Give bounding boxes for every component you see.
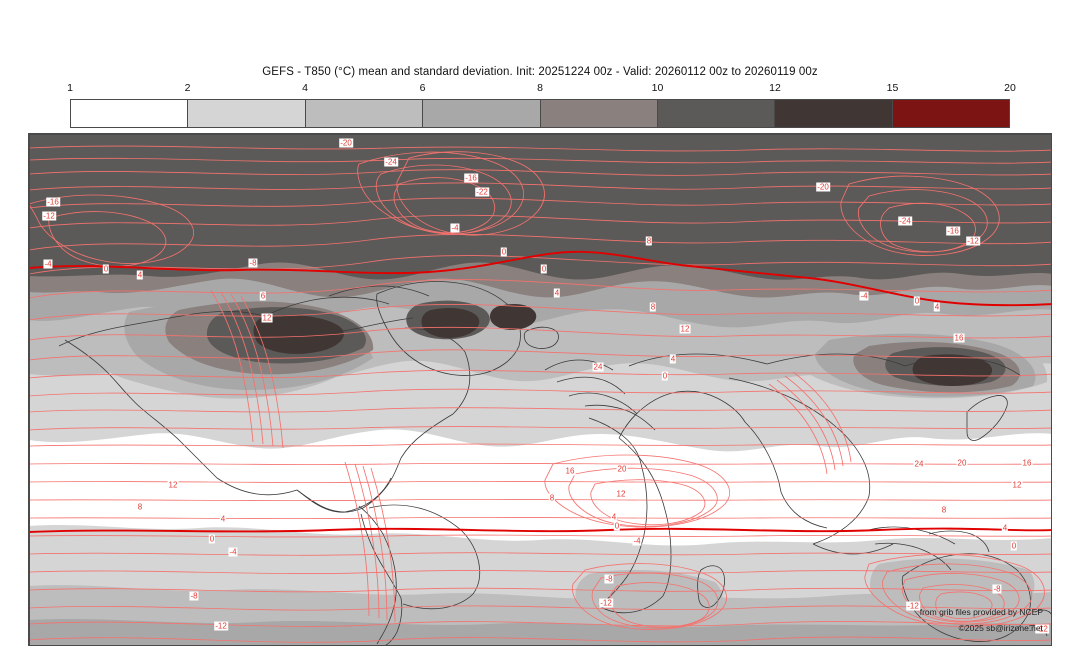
contour-label: 8 (548, 493, 556, 503)
page-title: GEFS - T850 (°C) mean and standard devia… (262, 66, 818, 78)
contour-label: 4 (219, 514, 227, 524)
contour-label: 4 (933, 302, 941, 312)
colorbar-tick-8: 8 (537, 82, 543, 94)
contour-label: -8 (992, 584, 1002, 594)
contour-label: 6 (259, 291, 267, 301)
contour-label: -8 (189, 591, 199, 601)
colorbar-tick-4: 4 (302, 82, 308, 94)
colorbar-band-6 (656, 100, 775, 127)
contour-label: 4 (553, 288, 561, 298)
colorbar-tick-6: 6 (419, 82, 426, 94)
contour-label: -4 (632, 536, 642, 546)
contour-label: -12 (1035, 624, 1049, 634)
colorbar-band-5 (539, 100, 657, 127)
contour-label: 0 (208, 534, 216, 544)
colorbar-band-3 (304, 100, 423, 127)
contour-label: -24 (384, 157, 398, 167)
map-panel[interactable]: -16 -12 -4 0 4 -20 -24 -16 -22 -4 0 -8 6 12 8 0 4 8 12 -20-… (28, 133, 1052, 646)
contour-label: -4 (450, 223, 460, 233)
contour-label: 16 (1021, 458, 1033, 468)
colorbar-band-7 (774, 100, 892, 127)
contour-label: -12 (599, 598, 613, 608)
contour-label: 12 (167, 480, 179, 490)
contour-label: 16 (953, 333, 965, 343)
contour-label: 20 (956, 458, 968, 468)
contour-label: -8 (604, 574, 614, 584)
contour-label: 0 (661, 371, 669, 381)
zero-contour (29, 250, 1051, 533)
contour-label: 0 (500, 247, 508, 257)
contour-lines (29, 145, 1051, 643)
contour-label: -8 (248, 258, 258, 268)
contour-label: 24 (913, 459, 925, 469)
contour-label: 12 (615, 489, 627, 499)
colorbar-band-8 (891, 100, 1009, 127)
contour-label: 0 (613, 521, 621, 531)
contour-label: 8 (649, 302, 657, 312)
colorbar (70, 99, 1010, 128)
colorbar-tick-2: 2 (184, 82, 191, 94)
map-graphics (29, 134, 1051, 645)
contour-label: -20 (339, 138, 353, 148)
contour-label: -12 (906, 601, 920, 611)
contour-label: 12 (1011, 480, 1023, 490)
contour-label: 0 (1010, 541, 1018, 551)
contour-label: 16 (564, 466, 576, 476)
contour-label: 4 (136, 270, 144, 280)
contour-label: 8 (136, 502, 144, 512)
colorbar-bands (70, 99, 1010, 128)
contour-label: -4 (228, 547, 238, 557)
contour-label: -20 (816, 182, 830, 192)
colorbar-band-2 (187, 100, 305, 127)
data-source-credit: from grib files provided by NCEP (919, 607, 1043, 617)
colorbar-tick-12: 12 (769, 82, 781, 94)
stddev-band-7 (253, 304, 993, 387)
contour-label: 4 (610, 512, 618, 522)
contour-label: -4 (859, 291, 869, 301)
contour-label: -22 (475, 187, 489, 197)
contour-label: 0 (102, 264, 110, 274)
contour-label: 8 (940, 505, 948, 515)
colorbar-tick-labels: 1 2 4 6 8 10 12 15 20 (67, 82, 1016, 97)
colorbar-tick-15: 15 (886, 82, 899, 94)
contour-label: -12 (966, 236, 980, 246)
contour-label: -16 (946, 226, 960, 236)
contour-label: 4 (1001, 523, 1009, 533)
colorbar-band-1 (71, 100, 188, 127)
contour-label: -4 (43, 259, 53, 269)
contour-label: 0 (913, 296, 921, 306)
contour-label: 24 (592, 362, 604, 372)
contour-label: 12 (261, 313, 273, 323)
colorbar-tick-20: 20 (1004, 82, 1016, 94)
colorbar-tick-1: 1 (67, 82, 73, 94)
contour-label: 4 (669, 354, 677, 364)
contour-label: -16 (464, 173, 478, 183)
contour-label: 20 (616, 464, 628, 474)
contour-label: -12 (42, 211, 56, 221)
contour-label: 0 (540, 264, 548, 274)
contour-label: 8 (645, 236, 653, 246)
contour-label: -12 (214, 621, 228, 631)
copyright-credit: ©2025 sb@irizone.net (958, 623, 1043, 633)
colorbar-band-4 (422, 100, 540, 127)
contour-label: -24 (898, 216, 912, 226)
contour-label: -16 (46, 197, 60, 207)
contour-label: 12 (679, 324, 691, 334)
colorbar-tick-10: 10 (651, 82, 664, 94)
